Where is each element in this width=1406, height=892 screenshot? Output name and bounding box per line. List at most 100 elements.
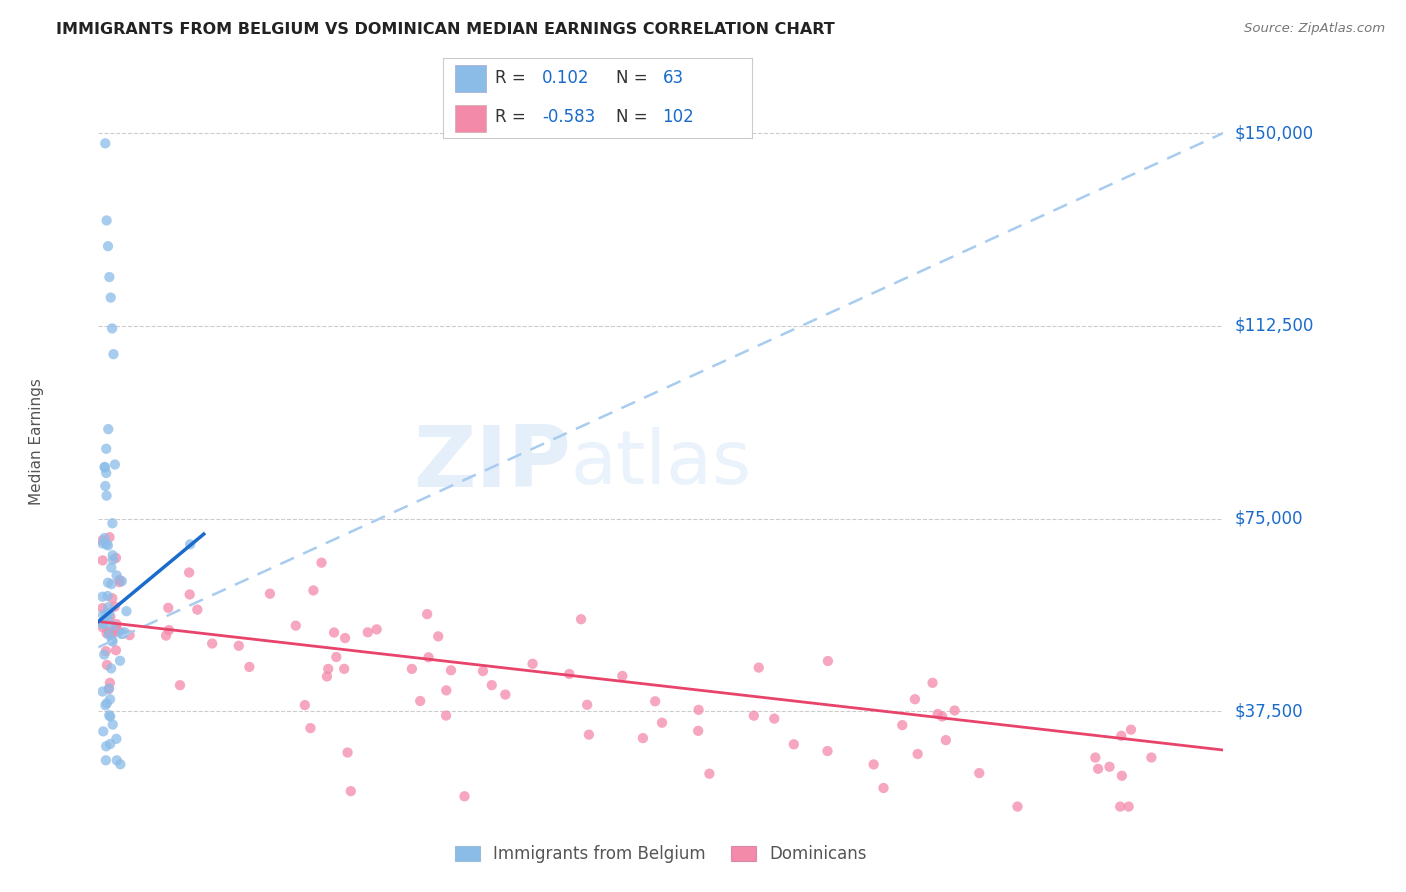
Point [612, 669, 634, 683]
Point [108, 573, 131, 587]
Point [186, 602, 208, 616]
Point [93, 617, 115, 632]
Point [101, 516, 124, 531]
Point [1111, 729, 1133, 743]
Point [1084, 750, 1107, 764]
Text: N =: N = [616, 69, 648, 87]
Text: $37,500: $37,500 [1234, 703, 1303, 721]
Point [434, 683, 457, 698]
Point [401, 662, 423, 676]
Point [453, 789, 475, 804]
Point [440, 663, 463, 677]
Point [93, 531, 115, 545]
Point [299, 721, 322, 735]
Point [179, 566, 201, 580]
Point [101, 552, 124, 566]
Point [904, 692, 927, 706]
Point [101, 717, 124, 731]
Point [101, 619, 124, 633]
Point [94, 460, 117, 475]
Point [91, 684, 114, 698]
Point [98, 675, 121, 690]
Point [98, 692, 121, 706]
Point [935, 733, 957, 747]
Point [434, 708, 457, 723]
Point [179, 587, 201, 601]
Point [333, 662, 356, 676]
Point [259, 587, 281, 601]
Point [284, 618, 307, 632]
Point [1118, 799, 1140, 814]
Point [1007, 799, 1029, 814]
Point [201, 636, 224, 650]
Text: 63: 63 [662, 69, 683, 87]
Point [94, 739, 117, 754]
Point [97, 589, 120, 603]
Point [104, 643, 127, 657]
Point [97, 239, 120, 253]
Point [631, 731, 654, 745]
Point [94, 608, 117, 623]
Point [114, 625, 136, 640]
Point [101, 633, 124, 648]
Point [91, 553, 114, 567]
Point [339, 784, 361, 798]
Text: R =: R = [495, 69, 526, 87]
Point [921, 676, 943, 690]
Point [763, 712, 786, 726]
Point [91, 533, 114, 548]
Point [101, 321, 124, 335]
Point [409, 694, 432, 708]
Point [97, 422, 120, 436]
Point [100, 610, 122, 624]
Text: atlas: atlas [571, 427, 752, 500]
Point [931, 709, 953, 723]
Point [94, 136, 117, 151]
Text: 0.102: 0.102 [541, 69, 589, 87]
Point [115, 604, 138, 618]
Point [103, 347, 125, 361]
Point [118, 628, 141, 642]
Point [97, 682, 120, 697]
Point [100, 560, 122, 574]
Point [96, 626, 118, 640]
Point [105, 617, 128, 632]
Point [418, 650, 440, 665]
Point [325, 650, 347, 665]
Point [179, 537, 201, 551]
Point [302, 583, 325, 598]
Point [155, 629, 177, 643]
Point [471, 664, 494, 678]
Point [783, 737, 806, 751]
Point [98, 626, 121, 640]
Point [97, 600, 120, 615]
Point [98, 681, 121, 696]
Point [100, 661, 122, 675]
Point [522, 657, 544, 671]
Point [105, 568, 128, 582]
Point [494, 688, 516, 702]
Point [558, 667, 581, 681]
Point [91, 616, 114, 631]
Legend: Immigrants from Belgium, Dominicans: Immigrants from Belgium, Dominicans [449, 838, 873, 870]
Point [569, 612, 592, 626]
Point [91, 724, 114, 739]
Point [98, 530, 121, 544]
Point [104, 621, 127, 635]
Point [872, 780, 894, 795]
Point [336, 746, 359, 760]
Point [91, 601, 114, 615]
Point [91, 607, 114, 622]
Point [91, 536, 114, 550]
Point [651, 715, 673, 730]
Point [96, 489, 118, 503]
Point [311, 556, 333, 570]
Point [578, 728, 600, 742]
Point [1140, 750, 1163, 764]
Point [96, 442, 118, 456]
Point [228, 639, 250, 653]
Point [1119, 723, 1142, 737]
Point [101, 549, 124, 563]
Text: Median Earnings: Median Earnings [30, 378, 44, 505]
Point [101, 591, 124, 606]
